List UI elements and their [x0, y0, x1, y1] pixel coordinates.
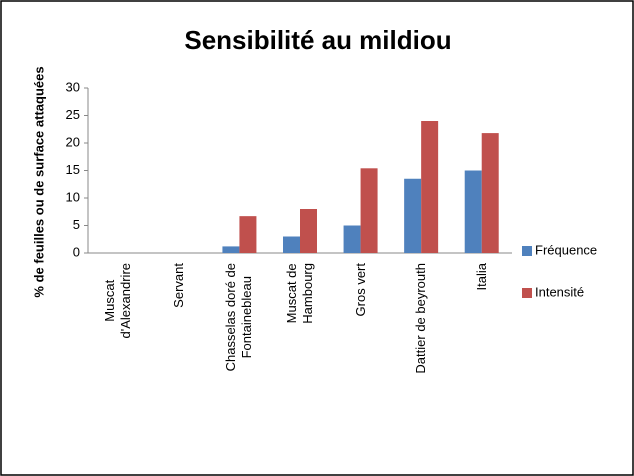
- y-tick-label: 20: [66, 134, 80, 149]
- x-tick-label: Muscat d'Alexandrire: [102, 263, 134, 339]
- x-tick-label: Italia: [473, 263, 489, 291]
- legend-label: Fréquence: [535, 242, 597, 257]
- y-tick-label: 15: [66, 162, 80, 177]
- bar: [360, 168, 378, 253]
- bar: [404, 178, 422, 253]
- bar: [481, 133, 499, 253]
- legend-swatch: [522, 288, 532, 298]
- x-tick-label: Dattier de beyrouth: [413, 263, 429, 374]
- bar: [421, 121, 439, 253]
- x-tick-label: Servant: [170, 263, 186, 308]
- x-tick-label: Muscat de Hambourg: [284, 263, 315, 324]
- legend-swatch: [522, 246, 532, 256]
- y-tick-label: 0: [73, 244, 80, 259]
- y-tick-label: 10: [66, 189, 80, 204]
- bar: [283, 236, 300, 253]
- x-tick-label: Chasselas doré de Fontainebleau: [223, 263, 255, 372]
- bar: [300, 209, 317, 253]
- y-tick-label: 30: [66, 79, 80, 94]
- y-tick-label: 5: [73, 217, 80, 232]
- bar: [222, 246, 240, 253]
- bar: [464, 170, 482, 253]
- x-tick-label: Gros vert: [352, 263, 368, 317]
- chart-title: Sensibilité au mildiou: [184, 25, 451, 55]
- bar: [239, 216, 257, 253]
- legend-label: Intensité: [535, 284, 584, 299]
- bar: [343, 225, 361, 253]
- y-tick-label: 25: [66, 107, 80, 122]
- y-axis-label: % de feuilles ou de surface attaquées: [31, 66, 46, 297]
